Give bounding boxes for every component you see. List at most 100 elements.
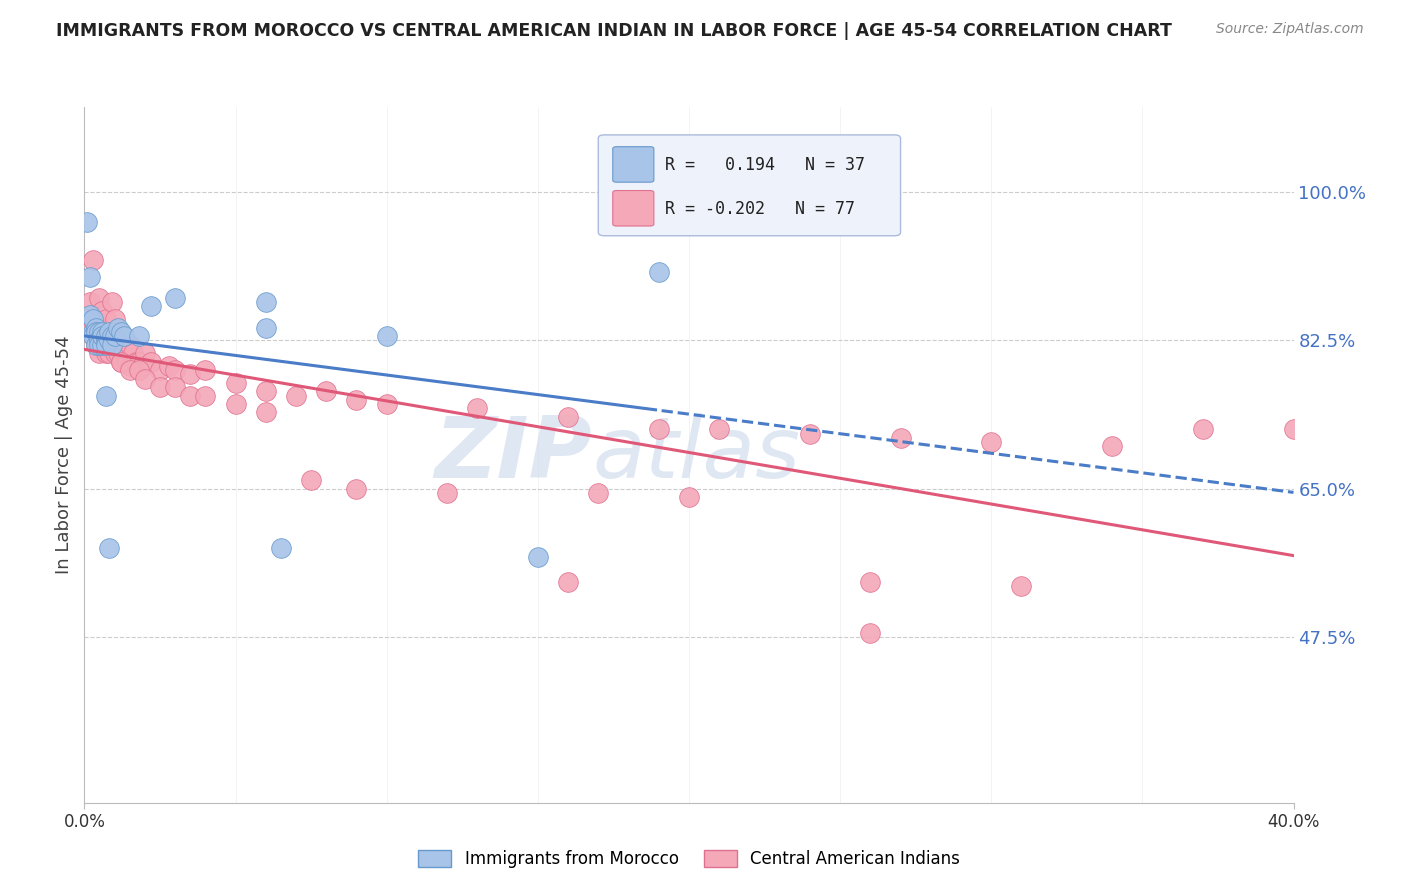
Point [375, 397, 398, 411]
Point [104, 346, 127, 360]
Point [254, 320, 277, 334]
Y-axis label: In Labor Force | Age 45-54: In Labor Force | Age 45-54 [55, 335, 73, 574]
Point [89, 337, 111, 351]
Point [91, 337, 114, 351]
Point [165, 291, 187, 305]
Point [678, 491, 700, 505]
Point [100, 337, 122, 351]
Point [128, 329, 150, 343]
Point [82, 329, 104, 343]
Text: atlas: atlas [592, 413, 800, 497]
Point [1192, 422, 1215, 436]
Point [139, 354, 162, 368]
Point [94, 312, 117, 326]
Point [890, 431, 912, 445]
Point [97, 329, 120, 343]
Point [254, 295, 277, 310]
Point [97, 325, 120, 339]
Point [194, 388, 217, 402]
Point [346, 392, 368, 407]
Point [157, 359, 180, 373]
Point [134, 346, 156, 360]
Point [86, 337, 108, 351]
Point [89, 291, 111, 305]
Text: Source: ZipAtlas.com: Source: ZipAtlas.com [1216, 22, 1364, 37]
Point [588, 486, 610, 500]
Point [82, 329, 104, 343]
Point [91, 325, 114, 339]
Legend: Immigrants from Morocco, Central American Indians: Immigrants from Morocco, Central America… [411, 843, 967, 874]
Point [110, 337, 132, 351]
Point [128, 363, 150, 377]
Point [648, 265, 671, 279]
Point [131, 359, 153, 373]
Point [89, 325, 111, 339]
Point [91, 329, 114, 343]
Point [82, 252, 104, 267]
Point [375, 329, 398, 343]
Point [100, 337, 122, 351]
Point [79, 320, 101, 334]
Point [115, 354, 138, 368]
Point [467, 401, 489, 416]
Point [104, 329, 127, 343]
Text: ZIP: ZIP [434, 413, 592, 497]
Point [149, 380, 172, 394]
Point [79, 308, 101, 322]
Text: R = -0.202   N = 77: R = -0.202 N = 77 [665, 200, 855, 218]
Point [94, 337, 117, 351]
Point [82, 320, 104, 334]
FancyBboxPatch shape [599, 135, 901, 235]
Point [225, 376, 247, 390]
Point [110, 354, 132, 368]
Point [89, 320, 111, 334]
Point [79, 295, 101, 310]
Text: R =   0.194   N = 37: R = 0.194 N = 37 [665, 156, 865, 174]
Point [299, 474, 322, 488]
Point [1282, 422, 1305, 436]
FancyBboxPatch shape [613, 191, 654, 226]
Point [94, 388, 117, 402]
Point [165, 380, 187, 394]
Point [194, 363, 217, 377]
Point [82, 325, 104, 339]
Point [91, 320, 114, 334]
Point [76, 214, 98, 228]
Point [1011, 579, 1033, 593]
Point [139, 300, 162, 314]
Point [254, 405, 277, 419]
Point [86, 320, 108, 334]
Point [315, 384, 337, 399]
Point [118, 363, 141, 377]
Point [107, 346, 129, 360]
Point [346, 482, 368, 496]
Point [112, 346, 135, 360]
Point [89, 334, 111, 348]
Point [97, 541, 120, 556]
Point [112, 329, 135, 343]
Point [91, 303, 114, 318]
Point [270, 541, 292, 556]
Point [179, 368, 201, 382]
Point [436, 486, 458, 500]
Point [1101, 439, 1123, 453]
Point [110, 354, 132, 368]
Point [648, 422, 671, 436]
Point [709, 422, 731, 436]
Point [94, 346, 117, 360]
Point [86, 325, 108, 339]
Point [94, 334, 117, 348]
Point [86, 337, 108, 351]
Point [94, 329, 117, 343]
Point [225, 397, 247, 411]
Point [859, 575, 882, 590]
Point [100, 295, 122, 310]
Point [91, 337, 114, 351]
Point [94, 329, 117, 343]
Point [557, 575, 579, 590]
Point [110, 325, 132, 339]
Point [100, 329, 122, 343]
Point [165, 363, 187, 377]
Point [118, 337, 141, 351]
Point [86, 320, 108, 334]
